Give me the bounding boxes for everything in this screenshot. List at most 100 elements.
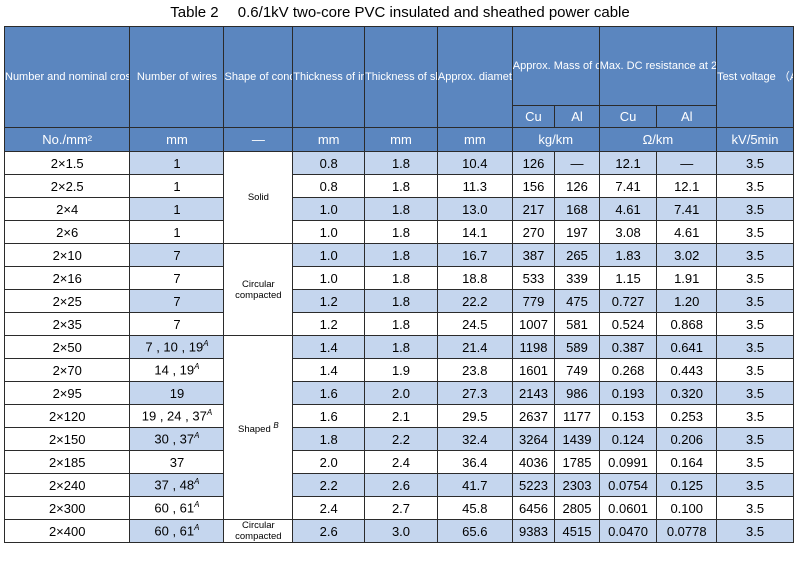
cell-mass-al: 339 [554, 266, 600, 290]
wires-value: 60 , 61 [154, 500, 195, 516]
cell-section: 2×240 [3, 473, 131, 497]
cell-diameter: 14.1 [436, 220, 513, 244]
table-row: 2×400 60 , 61A Circular compacted 2.6 3.0 65.… [3, 519, 794, 543]
cell-resistance-al: 7.41 [656, 197, 718, 221]
cell-wires: 30 , 37A [129, 427, 225, 451]
header-shape-of-conductor: Shape of conductor [223, 26, 294, 128]
cell-resistance-cu: 0.0601 [598, 496, 658, 520]
cell-section: 2×4 [3, 197, 131, 221]
wires-footnote: A [194, 500, 200, 510]
table-row: 2×70 14 , 19A 1.4 1.9 23.8 1601 749 0.268 0.443 3… [3, 358, 794, 382]
unit-mass: kg/km [511, 127, 600, 152]
cell-mass-al: 475 [554, 289, 600, 313]
cell-wires: 1 [129, 151, 225, 175]
cell-wires: 7 [129, 266, 225, 290]
cell-section: 2×25 [3, 289, 131, 313]
cell-wires: 14 , 19A [129, 358, 225, 382]
wires-value: 1 [173, 201, 181, 217]
cell-resistance-al: 1.20 [656, 289, 718, 313]
cell-resistance-al: 0.641 [656, 335, 718, 359]
cell-mass-cu: 5223 [511, 473, 556, 497]
cell-sheath: 1.8 [364, 220, 438, 244]
cell-resistance-cu: 0.153 [598, 404, 658, 428]
cell-insulation: 1.0 [292, 243, 366, 267]
cell-mass-al: 265 [554, 243, 600, 267]
cell-resistance-al: 0.0778 [656, 519, 718, 543]
cell-section: 2×95 [3, 381, 131, 405]
cell-sheath: 2.1 [364, 404, 438, 428]
shape-label: Circular compacted [235, 520, 282, 542]
cell-wires: 7 [129, 289, 225, 313]
cell-section: 2×2.5 [3, 174, 131, 198]
header-max-dc-resistance: Max. DC resistance at 20 ℃ [598, 26, 718, 106]
cell-diameter: 29.5 [436, 404, 513, 428]
cell-insulation: 1.0 [292, 220, 366, 244]
cell-wires: 7 , 10 , 19A [129, 335, 225, 359]
cell-mass-al: 1439 [554, 427, 600, 451]
cell-section: 2×1.5 [3, 151, 131, 175]
cell-test-voltage: 3.5 [716, 496, 794, 520]
cell-resistance-al: — [656, 151, 718, 175]
cell-diameter: 11.3 [436, 174, 513, 198]
cell-mass-al: 2303 [554, 473, 600, 497]
shape-solid: Solid [223, 151, 294, 244]
table-row: 2×2.5 1 0.8 1.8 11.3 156 126 7.41 12.1 3.5 [3, 174, 794, 198]
unit-voltage: kV/5min [716, 127, 794, 152]
unit-diameter: mm [436, 127, 513, 152]
table-title: Table 2 0.6/1kV two-core PVC insulated a… [170, 4, 630, 21]
cell-diameter: 36.4 [436, 450, 513, 474]
cell-resistance-cu: 0.387 [598, 335, 658, 359]
wires-value: 1 [173, 224, 181, 240]
cell-insulation: 1.0 [292, 266, 366, 290]
cell-section: 2×16 [3, 266, 131, 290]
table-row: 2×95 19 1.6 2.0 27.3 2143 986 0.193 0.320 3.5 [3, 381, 794, 405]
cell-test-voltage: 3.5 [716, 404, 794, 428]
cell-mass-al: 986 [554, 381, 600, 405]
wires-value: 14 , 19 [154, 362, 195, 378]
shape-circular-compacted: Circular compacted [223, 243, 294, 336]
cell-wires: 37 , 48A [129, 473, 225, 497]
cell-mass-cu: 1007 [511, 312, 556, 336]
cell-test-voltage: 3.5 [716, 450, 794, 474]
shape-shaped: Shaped B [223, 335, 294, 520]
cell-sheath: 1.8 [364, 243, 438, 267]
cell-wires: 19 , 24 , 37A [129, 404, 225, 428]
cell-wires: 1 [129, 174, 225, 198]
cell-resistance-cu: 0.193 [598, 381, 658, 405]
cable-spec-table: Number and nominal cross-section of cond… [3, 26, 794, 543]
header-resistance-al: Al [656, 105, 718, 128]
wires-value: 1 [173, 155, 181, 171]
cell-sheath: 2.7 [364, 496, 438, 520]
cell-resistance-al: 0.100 [656, 496, 718, 520]
header-approx-diameter: Approx. diameter of cable [436, 26, 513, 128]
unit-shape: — [223, 127, 294, 152]
wires-value: 7 [173, 247, 181, 263]
cell-sheath: 1.8 [364, 174, 438, 198]
cell-resistance-al: 4.61 [656, 220, 718, 244]
cell-resistance-al: 0.206 [656, 427, 718, 451]
cell-mass-al: 197 [554, 220, 600, 244]
cell-diameter: 65.6 [436, 519, 513, 543]
cell-mass-cu: 2143 [511, 381, 556, 405]
cell-test-voltage: 3.5 [716, 427, 794, 451]
cell-mass-cu: 3264 [511, 427, 556, 451]
cell-sheath: 2.0 [364, 381, 438, 405]
cell-insulation: 2.0 [292, 450, 366, 474]
cell-resistance-al: 12.1 [656, 174, 718, 198]
cell-resistance-cu: 0.727 [598, 289, 658, 313]
cell-mass-cu: 6456 [511, 496, 556, 520]
table-row: 2×300 60 , 61A 2.4 2.7 45.8 6456 2805 0.0601 0.1… [3, 496, 794, 520]
header-thickness-insulation: Thickness of insulation [292, 26, 366, 128]
cell-resistance-cu: 0.0470 [598, 519, 658, 543]
cell-wires: 60 , 61A [129, 519, 225, 543]
unit-sheath: mm [364, 127, 438, 152]
cell-insulation: 0.8 [292, 174, 366, 198]
cell-wires: 1 [129, 197, 225, 221]
header-resistance-cu: Cu [598, 105, 658, 128]
wires-value: 7 , 10 , 19 [145, 339, 204, 355]
cell-mass-al: 581 [554, 312, 600, 336]
cell-diameter: 24.5 [436, 312, 513, 336]
wires-value: 37 [169, 454, 185, 470]
cell-sheath: 3.0 [364, 519, 438, 543]
cell-diameter: 16.7 [436, 243, 513, 267]
